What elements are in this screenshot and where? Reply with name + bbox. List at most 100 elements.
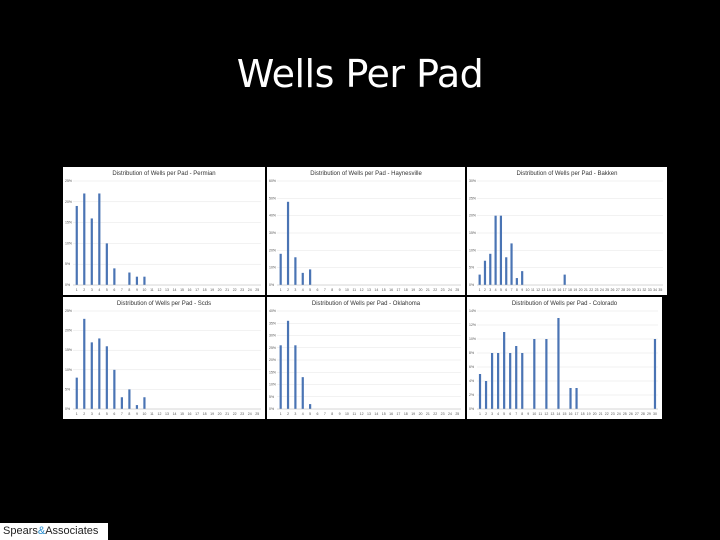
- x-tick-label: 33: [648, 288, 652, 292]
- y-tick-label: 0%: [469, 407, 474, 411]
- x-tick-label: 12: [158, 412, 162, 416]
- x-tick-label: 24: [617, 412, 621, 416]
- y-tick-label: 10%: [65, 368, 72, 372]
- bar: [490, 353, 494, 409]
- bar: [301, 272, 304, 285]
- x-tick-label: 11: [531, 288, 535, 292]
- x-tick-label: 22: [589, 288, 593, 292]
- y-tick-label: 15%: [269, 370, 276, 374]
- y-tick-label: 40%: [269, 214, 276, 218]
- bar: [515, 346, 518, 409]
- x-tick-label: 7: [511, 288, 513, 292]
- y-tick-label: 20%: [269, 248, 276, 252]
- y-tick-label: 15%: [65, 348, 72, 352]
- y-tick-label: 20%: [269, 358, 276, 362]
- chart-svg: Distribution of Wells per Pad - Bakken 0%…: [469, 171, 663, 292]
- bar: [83, 193, 86, 285]
- x-tick-label: 9: [136, 412, 138, 416]
- logo-part1: Spears: [3, 525, 38, 537]
- x-tick-label: 22: [233, 288, 237, 292]
- bar: [98, 193, 101, 285]
- bar: [279, 253, 282, 285]
- y-tick-label: 25%: [65, 179, 72, 183]
- bar: [294, 257, 297, 285]
- x-tick-label: 6: [113, 288, 115, 292]
- bar: [128, 272, 131, 285]
- x-tick-label: 16: [188, 412, 192, 416]
- x-tick-label: 13: [165, 288, 169, 292]
- x-tick-label: 30: [653, 412, 657, 416]
- x-tick-label: 15: [382, 412, 386, 416]
- x-tick-label: 3: [91, 288, 93, 292]
- x-tick-label: 13: [165, 412, 169, 416]
- bar: [533, 339, 536, 409]
- x-tick-label: 10: [526, 288, 530, 292]
- bar: [113, 268, 116, 285]
- x-tick-label: 19: [210, 412, 214, 416]
- y-tick-label: 15%: [65, 221, 72, 225]
- x-tick-label: 5: [106, 288, 108, 292]
- chart-permian: Distribution of Wells per Pad - Permian 0…: [63, 167, 265, 295]
- bar: [499, 215, 503, 285]
- bar: [521, 271, 524, 285]
- chart-svg: Distribution of Wells per Pad - Permian 0…: [65, 171, 261, 292]
- x-tick-label: 4: [98, 288, 100, 292]
- y-tick-label: 8%: [469, 351, 474, 355]
- y-tick-label: 30%: [469, 179, 476, 183]
- x-tick-label: 1: [280, 412, 282, 416]
- x-tick-label: 23: [240, 288, 244, 292]
- x-tick-label: 6: [317, 412, 319, 416]
- y-tick-label: 50%: [269, 196, 276, 200]
- x-tick-label: 4: [302, 412, 304, 416]
- x-tick-label: 17: [396, 288, 400, 292]
- chart-title: Distribution of Wells per Pad - Bakken: [517, 171, 618, 177]
- y-tick-label: 10%: [469, 248, 476, 252]
- bar: [279, 345, 282, 409]
- x-tick-label: 22: [433, 412, 437, 416]
- x-tick-label: 6: [113, 412, 115, 416]
- x-tick-label: 25: [255, 288, 259, 292]
- x-tick-label: 5: [500, 288, 502, 292]
- chart-title: Distribution of Wells per Pad - Haynesvi…: [310, 171, 422, 177]
- bar: [90, 342, 93, 409]
- bar: [510, 243, 513, 285]
- chart-haynesville: Distribution of Wells per Pad - Haynesvi…: [267, 167, 465, 295]
- y-tick-label: 25%: [65, 309, 72, 313]
- x-tick-label: 12: [158, 288, 162, 292]
- x-tick-label: 11: [539, 412, 543, 416]
- x-tick-label: 1: [280, 288, 282, 292]
- x-tick-label: 32: [642, 288, 646, 292]
- bar: [505, 257, 508, 285]
- x-tick-label: 2: [287, 412, 289, 416]
- x-tick-label: 17: [396, 412, 400, 416]
- x-tick-label: 24: [248, 412, 252, 416]
- y-tick-label: 60%: [269, 179, 276, 183]
- x-tick-label: 16: [188, 288, 192, 292]
- chart-title: Distribution of Wells per Pad - Scds: [117, 301, 211, 307]
- x-tick-label: 2: [287, 288, 289, 292]
- x-tick-label: 3: [294, 412, 296, 416]
- x-tick-label: 28: [621, 288, 625, 292]
- x-tick-label: 18: [404, 288, 408, 292]
- x-tick-label: 9: [521, 288, 523, 292]
- x-tick-label: 23: [611, 412, 615, 416]
- y-tick-label: 0%: [65, 283, 70, 287]
- y-tick-label: 30%: [269, 231, 276, 235]
- x-tick-label: 16: [389, 412, 393, 416]
- x-tick-label: 18: [203, 288, 207, 292]
- bar: [90, 218, 93, 285]
- chart-title: Distribution of Wells per Pad - Oklahoma: [312, 301, 421, 307]
- y-tick-label: 20%: [65, 329, 72, 333]
- x-tick-label: 14: [547, 288, 551, 292]
- y-tick-label: 40%: [269, 309, 276, 313]
- y-tick-label: 0%: [269, 283, 274, 287]
- x-tick-label: 6: [505, 288, 507, 292]
- y-tick-label: 0%: [469, 283, 474, 287]
- x-tick-label: 20: [218, 412, 222, 416]
- x-tick-label: 7: [515, 412, 517, 416]
- x-tick-label: 12: [544, 412, 548, 416]
- x-tick-label: 6: [317, 288, 319, 292]
- y-tick-label: 0%: [269, 407, 274, 411]
- x-tick-label: 21: [225, 412, 229, 416]
- x-tick-label: 23: [441, 412, 445, 416]
